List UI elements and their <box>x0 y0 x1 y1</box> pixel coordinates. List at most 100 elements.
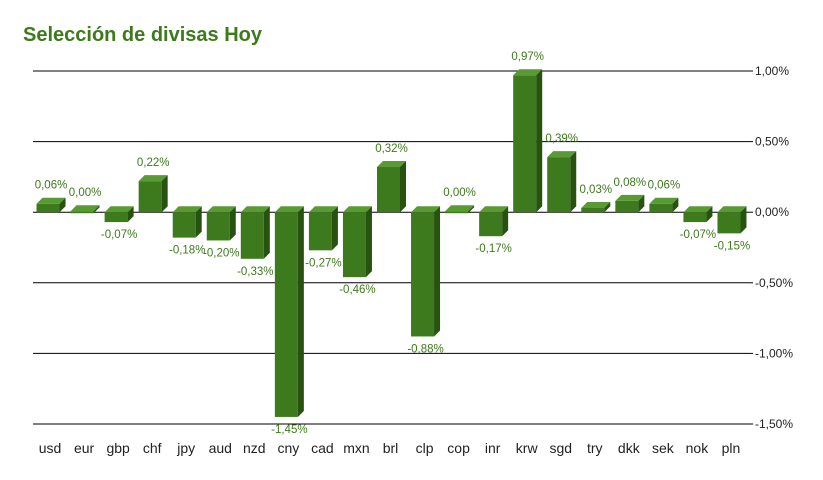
chart-title: Selección de divisas Hoy <box>23 24 262 46</box>
data-label: -0,46% <box>339 284 375 296</box>
bar-side <box>331 206 338 251</box>
bar-brl <box>377 161 406 213</box>
data-label: -1,45% <box>271 424 307 436</box>
bar-side <box>161 175 168 213</box>
y-axis-tick-labels: 1,00% 0,50% 0,00% -0,50% -1,00% -1,50% <box>755 64 793 431</box>
category-label: pln <box>722 440 741 456</box>
bar-side <box>127 206 134 223</box>
data-label: -0,07% <box>101 229 137 241</box>
bar-top <box>547 151 577 158</box>
bar-side <box>195 206 202 238</box>
bar-front <box>683 212 707 223</box>
bar-side <box>638 194 645 213</box>
bar-dkk <box>615 194 645 213</box>
bar-front <box>479 212 503 237</box>
bar-pln <box>717 206 747 234</box>
bar-front <box>36 203 60 213</box>
bar-try <box>581 201 611 213</box>
bar-top <box>479 206 509 213</box>
bar-front <box>649 203 673 213</box>
category-label: aud <box>209 440 232 456</box>
bar-cny <box>274 206 304 417</box>
bar-top <box>445 205 475 212</box>
bar-nok <box>683 206 713 223</box>
bar-nzd <box>240 206 270 259</box>
bar-front <box>172 212 196 238</box>
bar-top <box>649 197 679 204</box>
bar-side <box>468 205 475 214</box>
bar-top <box>377 161 406 168</box>
category-label: cop <box>447 440 470 456</box>
y-tick-label: 0,50% <box>755 135 789 149</box>
category-label: cny <box>277 440 299 456</box>
bar-side <box>672 197 679 213</box>
category-label: cad <box>311 440 334 456</box>
data-label: 0,32% <box>375 143 408 155</box>
category-label: try <box>587 440 603 456</box>
bar-top <box>240 206 270 213</box>
category-label: inr <box>485 440 501 456</box>
bar-cad <box>308 206 338 251</box>
bar-top <box>581 201 611 208</box>
category-label: jpy <box>176 440 195 456</box>
y-tick-label: 0,00% <box>755 205 789 219</box>
bar-side <box>536 69 543 213</box>
bar-side <box>434 206 441 337</box>
data-label: -0,88% <box>407 343 443 355</box>
data-label: -0,20% <box>203 247 239 259</box>
bar-side <box>365 206 372 278</box>
category-label: eur <box>74 440 95 456</box>
bar-usd <box>36 197 66 213</box>
data-label: -0,15% <box>714 240 750 252</box>
bar-chf <box>138 175 168 213</box>
bar-front <box>581 207 605 213</box>
bar-side <box>502 206 509 237</box>
bar-gbp <box>104 206 134 223</box>
bar-top <box>411 206 441 213</box>
bar-side <box>93 205 100 214</box>
category-label: mxn <box>343 440 369 456</box>
bar-side <box>740 206 747 234</box>
bar-front <box>411 212 435 337</box>
bar-side <box>263 206 270 259</box>
x-axis-category-labels: usd eur gbp chf jpy aud nzd cny cad mxn brl clp cop i… <box>39 440 741 456</box>
bar-side <box>570 151 577 213</box>
category-label: usd <box>39 440 62 456</box>
bar-side <box>400 161 406 213</box>
bar-front <box>138 181 162 213</box>
category-label: nok <box>686 440 710 456</box>
bar-front <box>513 75 537 213</box>
bar-top <box>70 205 100 212</box>
data-label: -0,18% <box>169 245 205 257</box>
bar-front <box>206 212 230 241</box>
bar-top <box>172 206 202 213</box>
bar-sek <box>649 197 679 213</box>
bar-top <box>513 69 543 76</box>
category-label: brl <box>383 440 399 456</box>
bar-front <box>717 212 741 234</box>
category-label: clp <box>416 440 434 456</box>
bar-front <box>308 212 332 251</box>
bar-front <box>342 212 366 278</box>
data-label: -0,33% <box>237 266 273 278</box>
data-label: 0,39% <box>545 133 578 145</box>
data-label: 0,00% <box>443 187 476 199</box>
data-label: -0,17% <box>475 243 511 255</box>
bar-top <box>308 206 338 213</box>
bar-front <box>70 211 94 214</box>
y-tick-label: -1,00% <box>755 346 793 360</box>
bar-front <box>104 212 128 223</box>
category-label: dkk <box>618 440 641 456</box>
bar-front <box>377 167 400 213</box>
bar-top <box>342 206 372 213</box>
data-label: 0,03% <box>579 184 612 196</box>
bar-top <box>138 175 168 182</box>
bar-top <box>206 206 236 213</box>
bar-side <box>229 206 236 241</box>
bar-side <box>706 206 713 223</box>
data-label: -0,07% <box>680 229 716 241</box>
bar-top <box>615 194 645 201</box>
category-label: sek <box>652 440 675 456</box>
y-tick-label: -1,50% <box>755 417 793 431</box>
